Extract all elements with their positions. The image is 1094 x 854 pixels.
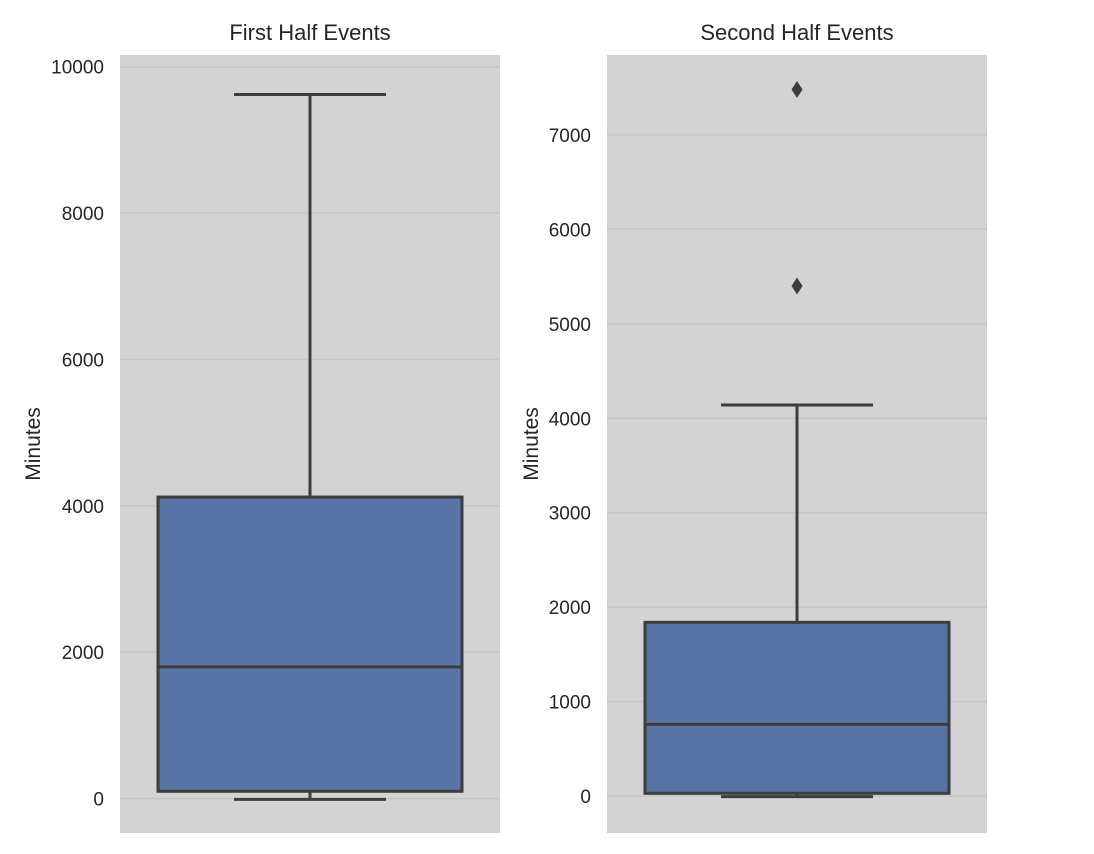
y-tick-label: 6000: [549, 220, 591, 241]
y-tick-label: 2000: [549, 598, 591, 619]
interquartile-box: [156, 495, 464, 793]
chart-title: First Half Events: [229, 20, 390, 45]
second-half-box-plot: 0 1000 2000 3000 4000 5000 6000 7000 Second Half…: [520, 20, 987, 833]
outlier-point: [791, 277, 803, 295]
y-tick-label: 10000: [51, 58, 104, 79]
y-tick-label: 3000: [549, 504, 591, 525]
y-tick-label: 0: [580, 787, 591, 808]
y-tick-label: 6000: [62, 350, 104, 371]
y-axis-label: Minutes: [22, 407, 45, 481]
y-tick-label: 5000: [549, 315, 591, 336]
outlier-point: [791, 80, 803, 98]
y-tick-label: 8000: [62, 204, 104, 225]
y-tick-label: 4000: [549, 409, 591, 430]
interquartile-box: [643, 620, 951, 795]
first-half-box-plot: 0 2000 4000 6000 8000 10000 First Half Events M…: [22, 20, 500, 833]
y-tick-label: 0: [93, 790, 104, 811]
y-tick-label: 4000: [62, 497, 104, 518]
chart-title: Second Half Events: [700, 20, 893, 45]
y-tick-label: 1000: [549, 693, 591, 714]
y-axis-label: Minutes: [520, 407, 543, 481]
y-tick-label: 2000: [62, 643, 104, 664]
y-tick-label: 7000: [549, 126, 591, 147]
